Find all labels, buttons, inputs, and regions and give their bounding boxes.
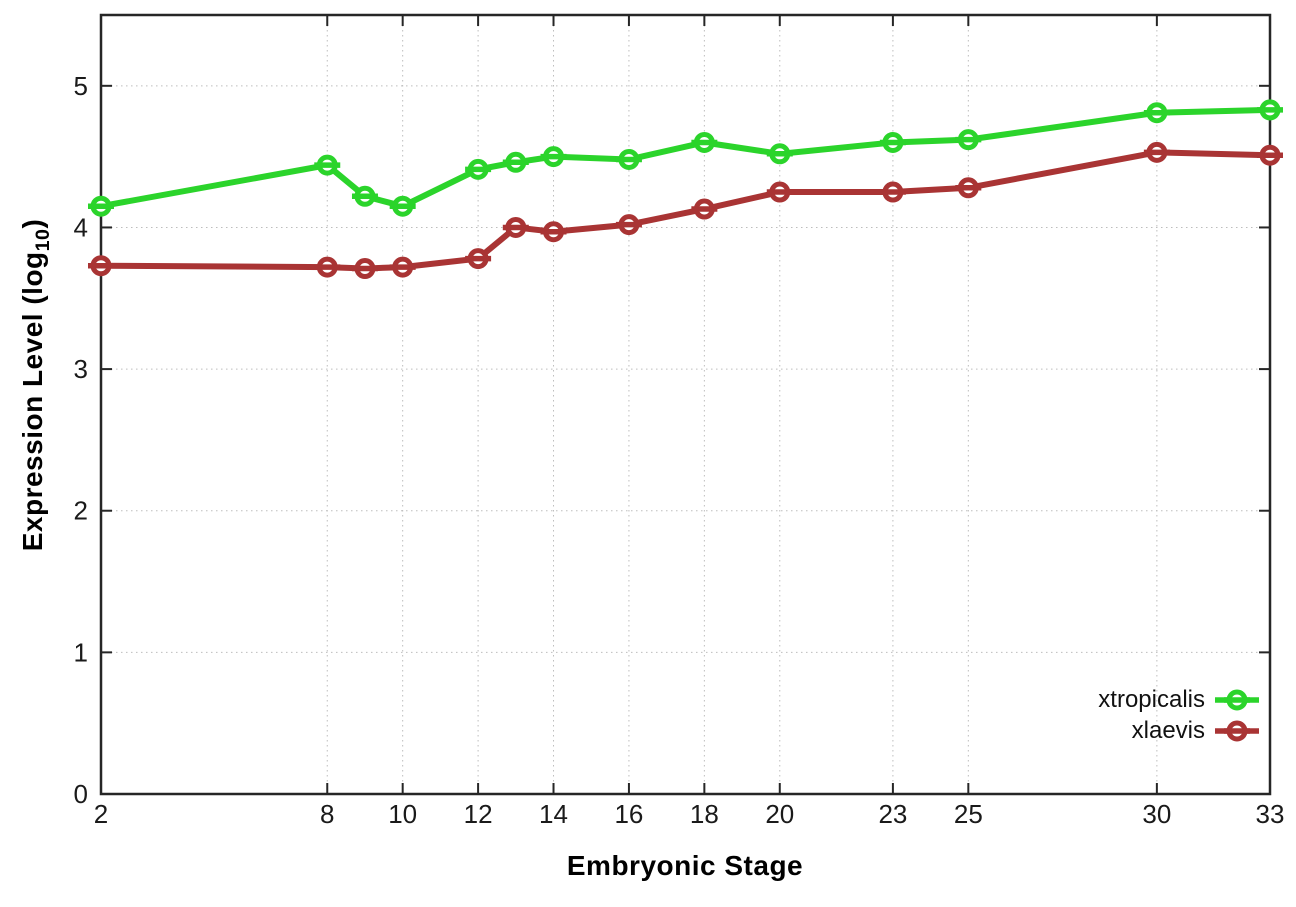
data-point-xlaevis: [465, 248, 492, 270]
legend-label-xlaevis: xlaevis: [1131, 716, 1205, 744]
y-tick-label: 0: [74, 779, 88, 809]
legend: xtropicalis xlaevis: [1098, 684, 1260, 746]
x-tick-label: 25: [954, 799, 983, 829]
x-tick-label: 30: [1142, 799, 1171, 829]
data-point-xtropicalis: [766, 143, 793, 165]
x-tick-label: 14: [539, 799, 568, 829]
data-point-xtropicalis: [1257, 99, 1283, 121]
data-point-xlaevis: [615, 214, 642, 236]
data-point-xtropicalis: [502, 151, 529, 173]
x-tick-label: 33: [1256, 799, 1285, 829]
data-point-xtropicalis: [465, 158, 492, 180]
data-point-xlaevis: [389, 256, 416, 278]
legend-label-xtropicalis: xtropicalis: [1098, 685, 1205, 713]
data-point-xtropicalis: [879, 131, 906, 153]
data-point-xlaevis: [691, 198, 718, 220]
y-axis-label-end: ): [17, 218, 49, 229]
x-tick-label: 20: [765, 799, 794, 829]
data-point-xtropicalis: [389, 195, 416, 217]
y-tick-label: 2: [74, 496, 88, 526]
gridlines: [101, 15, 1270, 794]
y-axis-label-sub: 10: [31, 228, 54, 252]
data-point-xlaevis: [955, 177, 982, 199]
data-point-xlaevis: [1143, 141, 1170, 163]
data-point-xtropicalis: [1143, 102, 1170, 124]
data-point-xlaevis: [540, 221, 567, 243]
data-point-xlaevis: [314, 256, 341, 278]
legend-item-xlaevis: xlaevis: [1132, 715, 1260, 746]
series-line-xlaevis: [100, 149, 1271, 272]
y-tick-label: 5: [74, 71, 88, 101]
data-point-xtropicalis: [314, 154, 341, 176]
legend-item-xtropicalis: xtropicalis: [1098, 684, 1260, 715]
y-tick-label: 3: [74, 354, 88, 384]
data-point-xtropicalis: [351, 185, 378, 207]
data-point-xtropicalis: [88, 195, 114, 217]
data-point-xtropicalis: [615, 148, 642, 170]
legend-marker-xlaevis-icon: [1214, 718, 1260, 744]
data-point-xlaevis: [766, 181, 793, 203]
data-point-xlaevis: [502, 216, 529, 238]
x-tick-label: 12: [464, 799, 493, 829]
series-xlaevis: [88, 141, 1283, 280]
series-xtropicalis: [88, 99, 1283, 217]
x-tick-label: 2: [94, 799, 108, 829]
data-point-xlaevis: [1257, 144, 1283, 166]
y-tick-label: 1: [74, 637, 88, 667]
x-axis-label: Embryonic Stage: [566, 850, 804, 881]
y-axis-label: Expression Level (log10): [17, 219, 55, 552]
data-point-xlaevis: [879, 181, 906, 203]
x-tick-label: 23: [878, 799, 907, 829]
series-line-xtropicalis: [100, 106, 1271, 210]
data-point-xlaevis: [351, 258, 378, 280]
y-axis-label-main: Expression Level (log: [17, 251, 49, 552]
legend-marker-xtropicalis-icon: [1214, 687, 1260, 713]
data-point-xtropicalis: [691, 131, 718, 153]
tick-marks: [100, 15, 1271, 795]
x-tick-label: 10: [388, 799, 417, 829]
y-tick-label: 4: [74, 212, 88, 242]
x-tick-label: 8: [320, 799, 334, 829]
plot-frame: [99, 13, 1272, 796]
data-point-xtropicalis: [955, 129, 982, 151]
x-tick-label: 18: [690, 799, 719, 829]
data-point-xlaevis: [88, 255, 114, 277]
x-tick-label: 16: [614, 799, 643, 829]
data-point-xtropicalis: [540, 146, 567, 168]
